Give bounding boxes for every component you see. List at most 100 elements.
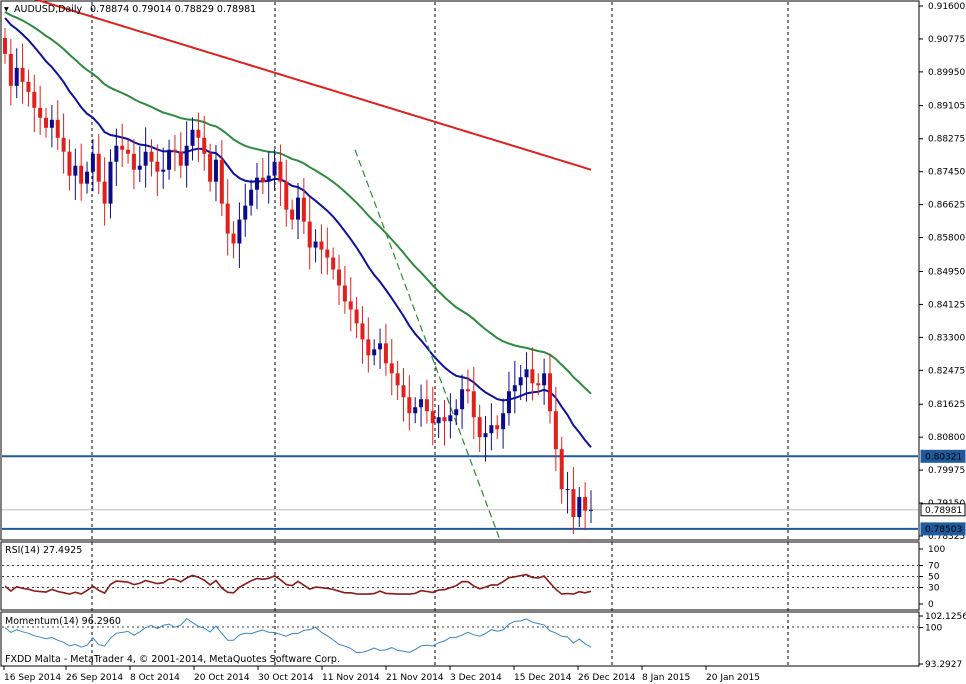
momentum-pane[interactable] xyxy=(0,611,920,667)
price-tick-label-14: 0.79975 xyxy=(928,466,965,476)
candle-body-82 xyxy=(483,433,488,438)
candle-body-84 xyxy=(495,425,500,430)
copyright-text: FXDD Malta - MetaTrader 4, © 2001-2014, … xyxy=(5,654,340,665)
horizontal-levels xyxy=(2,455,918,530)
candle-body-89 xyxy=(524,369,529,378)
candle-body-7 xyxy=(44,117,49,128)
candle-body-81 xyxy=(477,417,482,438)
price-axis: 0.91600 0.90775 0.89950 0.89105 0.88275 0.874… xyxy=(919,2,966,670)
candle-body-83 xyxy=(489,425,494,434)
candle-body-24 xyxy=(143,151,148,166)
candle-body-44 xyxy=(260,177,265,182)
candle-body-26 xyxy=(155,161,160,172)
candle-body-61 xyxy=(360,323,365,340)
momentum-series xyxy=(4,617,592,654)
momentum-label: Momentum(14) 96.2960 xyxy=(5,616,121,627)
candle-body-96 xyxy=(565,489,570,491)
candle-body-27 xyxy=(161,169,166,172)
candle-body-75 xyxy=(442,417,447,422)
candle-body-72 xyxy=(424,399,429,412)
candle-body-32 xyxy=(190,129,195,146)
candle-body-1 xyxy=(8,53,13,86)
candle-body-39 xyxy=(231,233,236,244)
candle-body-79 xyxy=(465,389,470,392)
rsi-tick-label-3: 30 xyxy=(928,584,940,594)
candle-body-97 xyxy=(571,489,576,518)
candle-body-16 xyxy=(96,153,101,182)
date-label-6: 21 Nov 2014 xyxy=(386,673,444,683)
price-tick-label-11: 0.82475 xyxy=(928,366,965,376)
candle-body-15 xyxy=(90,153,95,172)
price-tick-label-9: 0.84125 xyxy=(928,300,965,310)
candle-body-23 xyxy=(137,165,142,170)
candle-body-63 xyxy=(372,349,377,356)
candle-body-48 xyxy=(284,181,289,210)
vertical-grid xyxy=(2,2,918,665)
momentum-tick-label-2: 93.2927 xyxy=(925,660,962,670)
level-tag-0-box xyxy=(920,449,966,463)
rsi-tick-label-2: 50 xyxy=(928,573,940,583)
candle-body-42 xyxy=(249,189,254,206)
price-tick-label-1: 0.90775 xyxy=(928,35,965,45)
candle-body-58 xyxy=(342,285,347,302)
candle-body-52 xyxy=(307,221,312,248)
candle-body-62 xyxy=(366,339,371,356)
rsi-label: RSI(14) 27.4925 xyxy=(5,545,82,556)
candle-body-11 xyxy=(67,151,72,176)
candle-body-49 xyxy=(290,209,295,220)
chart-title: AUDUSD,Daily xyxy=(14,4,83,15)
candle-body-70 xyxy=(413,407,418,414)
date-label-9: 26 Dec 2014 xyxy=(578,673,636,683)
ma-red-line xyxy=(34,0,592,171)
candle-body-73 xyxy=(430,411,435,424)
candle-body-54 xyxy=(319,241,324,250)
candle-body-77 xyxy=(454,409,459,416)
rsi-line xyxy=(4,573,592,595)
rsi-series xyxy=(4,573,592,595)
candle-body-5 xyxy=(32,91,37,108)
date-label-0: 16 Sep 2014 xyxy=(4,673,61,683)
current-price-tag-label: 0.78981 xyxy=(925,506,962,516)
candle-body-47 xyxy=(278,161,283,182)
candle-body-0 xyxy=(3,37,7,54)
candle-body-17 xyxy=(102,181,107,204)
candle-body-43 xyxy=(254,177,259,190)
candle-body-55 xyxy=(325,249,330,258)
price-tick-label-6: 0.86625 xyxy=(928,201,965,211)
candle-body-87 xyxy=(512,385,517,392)
date-axis: 16 Sep 2014 26 Sep 2014 8 Oct 2014 20 Oct 2… xyxy=(3,666,760,683)
candle-body-38 xyxy=(225,203,230,234)
candle-body-29 xyxy=(172,149,177,152)
date-label-11: 20 Jan 2015 xyxy=(706,673,760,683)
price-tick-label-4: 0.88275 xyxy=(928,135,965,145)
candle-body-74 xyxy=(436,417,441,424)
candle-body-93 xyxy=(547,373,552,412)
date-label-4: 30 Oct 2014 xyxy=(258,673,314,683)
candle-body-85 xyxy=(501,413,506,430)
candle-body-2 xyxy=(14,67,19,86)
rsi-pane[interactable] xyxy=(0,541,920,611)
candle-body-59 xyxy=(348,301,353,310)
trend-line xyxy=(354,149,501,541)
price-tick-label-5: 0.87450 xyxy=(928,168,965,178)
candle-body-34 xyxy=(202,137,207,154)
price-tick-label-16: 0.78325 xyxy=(928,532,965,542)
main-pane[interactable] xyxy=(0,0,920,541)
candle-body-8 xyxy=(49,119,54,128)
candle-body-91 xyxy=(536,383,541,386)
level-tag-1-box xyxy=(920,522,966,536)
symbol-menu-icon[interactable]: ▾ xyxy=(4,4,9,15)
candle-body-18 xyxy=(108,161,113,204)
candle-body-56 xyxy=(331,257,336,270)
date-label-10: 8 Jan 2015 xyxy=(642,673,690,683)
candle-body-76 xyxy=(448,415,453,422)
candle-body-86 xyxy=(506,391,511,414)
candle-body-99 xyxy=(583,497,588,511)
rsi-tick-label-0: 100 xyxy=(928,545,945,555)
candle-body-80 xyxy=(471,391,476,418)
candles xyxy=(3,27,593,535)
candle-body-40 xyxy=(237,219,242,244)
candle-body-67 xyxy=(395,373,400,386)
candle-body-20 xyxy=(120,145,125,150)
